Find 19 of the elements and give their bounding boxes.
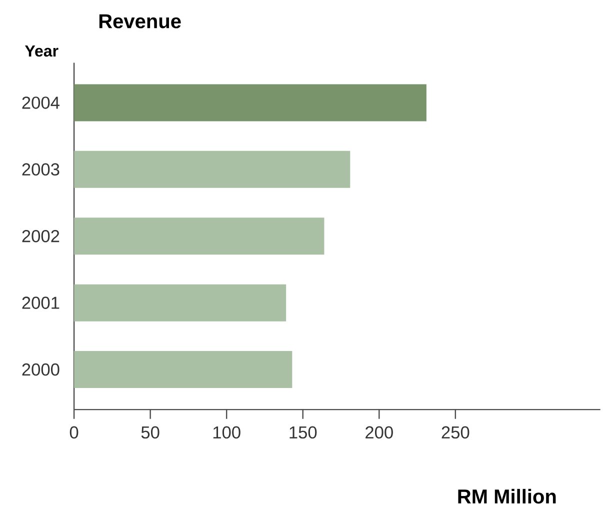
x-tick-label: 150 xyxy=(290,426,317,439)
bar xyxy=(74,84,426,122)
chart-title: Revenue xyxy=(99,14,181,28)
x-tick-label: 0 xyxy=(70,426,78,439)
bar xyxy=(74,151,350,188)
y-axis-title: Year xyxy=(24,46,58,57)
x-tick-label: 200 xyxy=(366,426,393,439)
x-axis-title: RM Million xyxy=(458,489,556,504)
x-tick-label: 100 xyxy=(213,426,240,439)
x-tick-label: 50 xyxy=(141,426,160,439)
y-tick-label: 2000 xyxy=(22,364,60,376)
y-tick-label: 2001 xyxy=(22,296,60,310)
bar xyxy=(74,218,324,255)
y-tick-label: 2004 xyxy=(22,96,60,110)
x-tick-label: 250 xyxy=(442,426,470,439)
y-tick-label: 2002 xyxy=(22,230,60,242)
bar xyxy=(74,284,286,322)
bar xyxy=(74,351,292,388)
y-tick-label: 2003 xyxy=(22,163,60,176)
